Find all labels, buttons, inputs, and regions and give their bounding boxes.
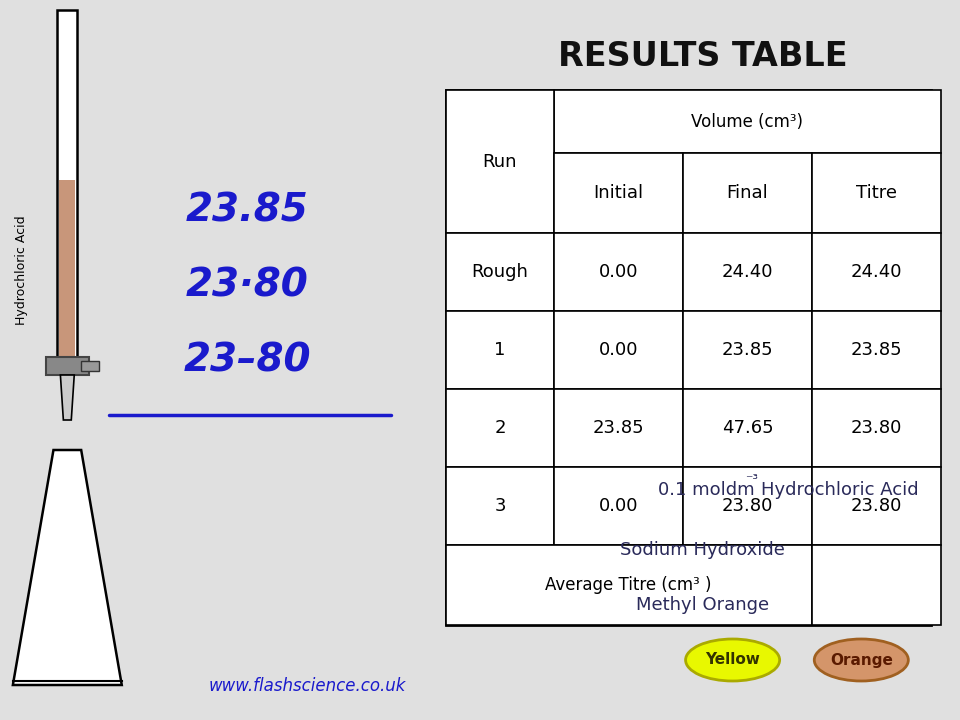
Bar — [445, 389, 555, 467]
Bar — [555, 311, 684, 389]
Text: 23.80: 23.80 — [851, 419, 901, 437]
Ellipse shape — [814, 639, 908, 681]
Text: 24.40: 24.40 — [722, 263, 773, 281]
Text: ⁻³: ⁻³ — [746, 473, 758, 487]
Text: Hydrochloric Acid: Hydrochloric Acid — [15, 215, 28, 325]
Text: 23.85: 23.85 — [593, 419, 644, 437]
Bar — [684, 153, 812, 233]
Bar — [445, 545, 812, 625]
Text: Yellow: Yellow — [706, 652, 760, 667]
Text: 23.80: 23.80 — [851, 497, 901, 515]
Bar — [555, 90, 941, 153]
Bar — [812, 545, 941, 625]
Text: 23·80: 23·80 — [186, 266, 309, 304]
Bar — [684, 389, 812, 467]
Text: Run: Run — [483, 153, 517, 171]
Bar — [58, 10, 77, 365]
Text: 23.80: 23.80 — [722, 497, 773, 515]
Bar — [445, 467, 555, 545]
Bar — [812, 153, 941, 233]
Text: 0.1 moldm: 0.1 moldm — [659, 481, 755, 499]
Bar — [812, 233, 941, 311]
Text: Average Titre (cm³ ): Average Titre (cm³ ) — [545, 576, 712, 594]
Bar — [684, 311, 812, 389]
Text: 0.00: 0.00 — [599, 497, 638, 515]
Text: Hydrochloric Acid: Hydrochloric Acid — [761, 481, 919, 499]
Text: 3: 3 — [494, 497, 506, 515]
Bar — [82, 361, 99, 371]
Bar — [812, 389, 941, 467]
Text: Volume (cm³): Volume (cm³) — [691, 112, 804, 130]
Bar — [555, 467, 684, 545]
Ellipse shape — [685, 639, 780, 681]
Bar — [60, 180, 75, 360]
Text: 1: 1 — [494, 341, 506, 359]
Text: Rough: Rough — [471, 263, 528, 281]
Bar — [445, 90, 555, 233]
Text: RESULTS TABLE: RESULTS TABLE — [558, 40, 848, 73]
Bar — [445, 90, 930, 625]
Text: 0.00: 0.00 — [599, 341, 638, 359]
Text: Sodium Hydroxide: Sodium Hydroxide — [620, 541, 785, 559]
Text: 47.65: 47.65 — [722, 419, 773, 437]
Bar — [812, 467, 941, 545]
Bar — [555, 153, 684, 233]
Bar — [445, 233, 555, 311]
Bar — [684, 467, 812, 545]
Bar — [45, 357, 89, 375]
Text: Final: Final — [727, 184, 768, 202]
Text: 24.40: 24.40 — [851, 263, 901, 281]
Text: Titre: Titre — [855, 184, 897, 202]
Text: www.flashscience.co.uk: www.flashscience.co.uk — [208, 677, 405, 695]
Text: 23–80: 23–80 — [183, 341, 311, 379]
Polygon shape — [12, 450, 122, 685]
Text: 23.85: 23.85 — [722, 341, 773, 359]
Text: 23.85: 23.85 — [851, 341, 902, 359]
Text: Orange: Orange — [829, 652, 893, 667]
Text: 0.00: 0.00 — [599, 263, 638, 281]
Text: 23.85: 23.85 — [186, 191, 309, 229]
Bar — [445, 311, 555, 389]
Text: 2: 2 — [494, 419, 506, 437]
Bar — [555, 233, 684, 311]
Bar — [555, 389, 684, 467]
Bar — [684, 233, 812, 311]
Text: Methyl Orange: Methyl Orange — [636, 596, 770, 614]
Bar — [812, 311, 941, 389]
Polygon shape — [60, 375, 74, 420]
Text: Initial: Initial — [593, 184, 644, 202]
